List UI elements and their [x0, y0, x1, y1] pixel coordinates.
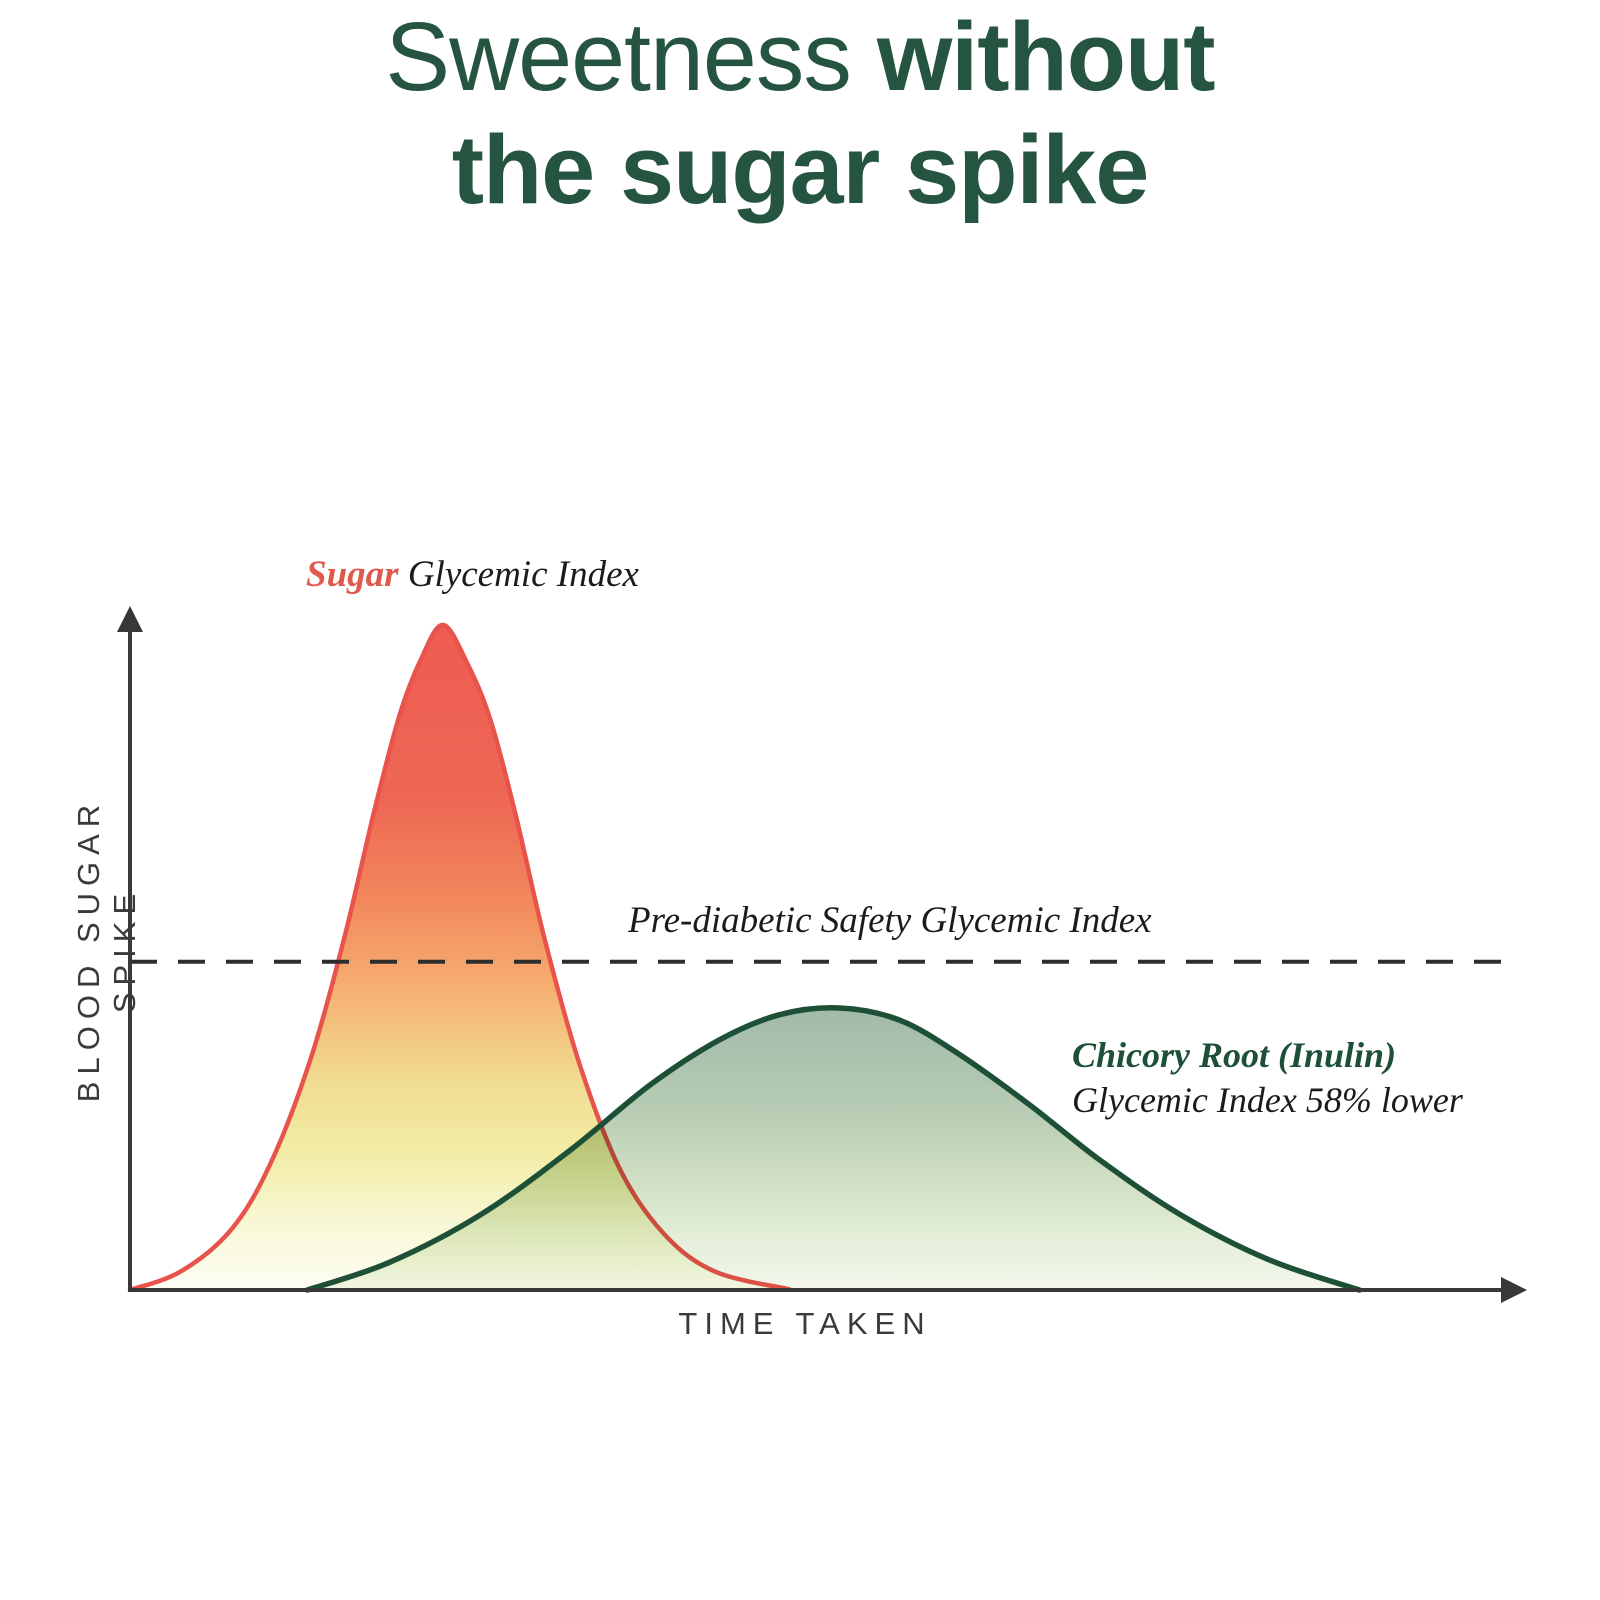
sugar-series-label-emphasis: Sugar [306, 554, 399, 595]
chicory-curve-area [307, 1007, 1360, 1290]
x-axis [128, 1277, 1527, 1303]
title-line-2: the sugar spike [451, 115, 1150, 225]
sugar-series-label-rest: Glycemic Index [398, 554, 639, 595]
chicory-series-label-line2: Glycemic Index 58% lower [1072, 1080, 1463, 1121]
x-axis-label: TIME TAKEN [678, 1306, 932, 1341]
sugar-curve-area [130, 624, 790, 1290]
chicory-curve-line [304, 1005, 1363, 1293]
safety-threshold-label: Pre-diabetic Safety Glycemic Index [628, 900, 1152, 941]
sugar-series-label: Sugar Glycemic Index [306, 553, 639, 596]
x-axis-arrow-icon [1501, 1277, 1527, 1303]
chicory-series-label: Chicory Root (Inulin) Glycemic Index 58%… [1072, 1033, 1463, 1124]
y-axis-arrow-icon [117, 606, 143, 632]
y-axis-label: BLOOD SUGAR SPIKE [71, 797, 142, 1103]
title-line-1: Sweetness without [385, 2, 1215, 111]
y-axis [117, 606, 143, 1290]
chicory-series-label-line1: Chicory Root (Inulin) [1072, 1035, 1397, 1075]
page-title: Sweetness without the sugar spike [0, 0, 1600, 227]
